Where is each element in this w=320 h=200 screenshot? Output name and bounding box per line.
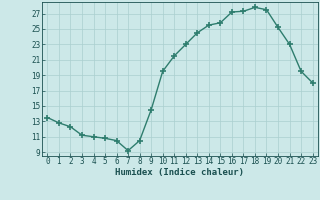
X-axis label: Humidex (Indice chaleur): Humidex (Indice chaleur) [116, 168, 244, 177]
